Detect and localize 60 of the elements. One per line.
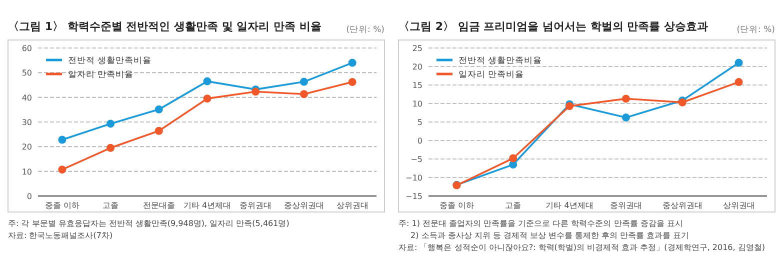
point — [106, 144, 115, 152]
legend-label: 전반적 생활만족비율 — [68, 56, 152, 66]
point — [734, 78, 743, 86]
point — [622, 94, 630, 103]
x-tick-label: 중위권대 — [610, 201, 642, 210]
chart-title: 〈그림 2〉 임금 프리미엄을 넘어서는 학벌의 만족률 상승효과 — [398, 20, 708, 33]
y-tick-label: 5 — [417, 118, 422, 127]
text: 자료: 한국노동패널조사(7차) — [8, 231, 113, 240]
chart-subtitle: (단위: %) — [736, 25, 775, 35]
point — [154, 126, 163, 135]
point — [734, 58, 743, 67]
point — [58, 166, 66, 174]
point — [300, 90, 308, 98]
y-tick-label: 25 — [412, 44, 422, 53]
y-tick-label: 15 — [412, 81, 422, 90]
chart-subtitle: (단위: %) — [346, 25, 384, 35]
y-tick-label: 20 — [412, 62, 422, 72]
y-tick-label: 10 — [412, 100, 422, 108]
x-tick-label: 중졸 이하 — [439, 201, 474, 210]
point — [252, 88, 260, 96]
y-tick-label: 30 — [22, 118, 32, 127]
y-tick-label: 0 — [417, 136, 422, 146]
y-tick-label: −10 — [406, 174, 422, 182]
y-tick-label: 60 — [22, 44, 32, 53]
x-tick-label: 기타 4년제대 — [546, 201, 594, 210]
point — [509, 154, 518, 162]
x-tick-label: 중졸 이하 — [44, 201, 80, 210]
x-tick-label: 상위권대 — [722, 201, 755, 210]
point — [300, 78, 308, 86]
point — [154, 105, 163, 114]
text: 2) 소득과 종사상 지위 등 경제적 보상 변수를 통제한 후의 만족률 효과를 표기 — [410, 231, 690, 240]
y-tick-label: 10 — [22, 167, 32, 176]
y-tick-label: 20 — [22, 142, 32, 152]
point — [203, 77, 212, 86]
point — [348, 78, 356, 86]
x-tick-label: 중위권대 — [240, 201, 272, 210]
x-tick-label: 전문대졸 — [142, 201, 175, 210]
x-tick-label: 고졸 — [102, 201, 119, 210]
legend-label: 전반적 생활만족비율 — [458, 56, 542, 66]
x-tick-label: 기타 4년제대 — [183, 201, 232, 210]
point — [203, 94, 212, 103]
point — [58, 136, 66, 144]
text: 주: 1) 전문대 졸업자의 만족률을 기준으로 다른 학력수준의 만족률 증감을 표시 — [398, 219, 683, 228]
x-tick-label: 고졸 — [505, 201, 522, 210]
x-tick-label: 중상위권대 — [284, 201, 324, 210]
y-tick-label: 50 — [22, 68, 32, 78]
text: 자료: 「행복은 성적순이 아니잖아요?: 학력(학벌)의 비경제적 효과 추정」(경제학연구, 2016, 김영철) — [398, 243, 765, 252]
x-tick-label: 상위권대 — [336, 201, 368, 210]
legend-label: 일자리 만족비율 — [68, 70, 134, 80]
y-tick-label: −15 — [406, 192, 422, 201]
text: 주: 각 부문별 유효응답자는 전반적 생활만족(9,948명), 일자리 만족(5,461명) — [8, 219, 290, 228]
point — [348, 58, 356, 67]
x-tick-label: 중상위권대 — [662, 201, 702, 210]
y-tick-label: 40 — [22, 93, 32, 102]
chart-title: 〈그림 1〉 학력수준별 전반적인 생활만족 및 일자리 만족 비율 — [8, 20, 322, 33]
point — [106, 120, 115, 128]
legend-label: 일자리 만족비율 — [458, 70, 524, 80]
point — [622, 114, 630, 122]
y-tick-label: 0 — [26, 192, 32, 201]
y-tick-label: −5 — [410, 155, 422, 164]
